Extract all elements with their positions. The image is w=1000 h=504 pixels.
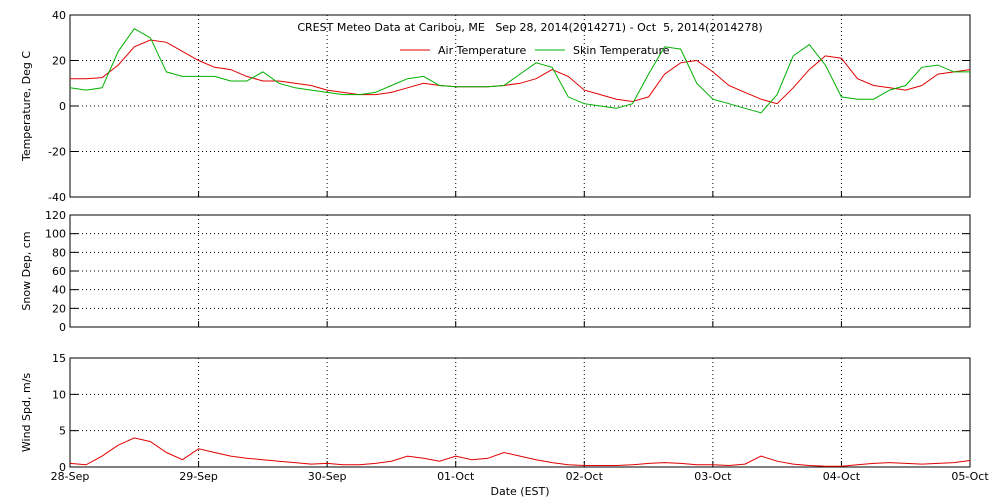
series-line bbox=[69, 437, 971, 467]
x-tick-label: 04-Oct bbox=[823, 470, 861, 483]
y-tick-label: 120 bbox=[45, 209, 66, 222]
y-tick-label: 20 bbox=[52, 302, 66, 315]
y-tick-label: 0 bbox=[59, 461, 66, 474]
x-axis-label: Date (EST) bbox=[490, 485, 549, 498]
plot-frame bbox=[69, 214, 971, 328]
y-axis-label: Snow Dep, cm bbox=[20, 231, 33, 310]
y-tick-label: 20 bbox=[52, 55, 66, 68]
y-tick-label: 60 bbox=[52, 265, 66, 278]
y-tick-label: 100 bbox=[45, 228, 66, 241]
chart-title: CREST Meteo Data at Caribou, ME Sep 28, … bbox=[297, 21, 762, 34]
y-tick-label: 15 bbox=[52, 352, 66, 365]
legend-label: Air Temperature bbox=[438, 44, 527, 57]
y-tick-label: 80 bbox=[52, 246, 66, 259]
y-tick-label: 0 bbox=[59, 321, 66, 334]
series-line bbox=[70, 39, 971, 105]
y-tick-label: 10 bbox=[52, 388, 66, 401]
x-tick-label: 05-Oct bbox=[951, 470, 989, 483]
x-tick-label: 03-Oct bbox=[694, 470, 732, 483]
plot-frame bbox=[69, 14, 971, 198]
x-tick-label: 01-Oct bbox=[437, 470, 475, 483]
x-tick-label: 30-Sep bbox=[308, 470, 347, 483]
x-tick-label: 29-Sep bbox=[179, 470, 218, 483]
y-tick-label: -20 bbox=[48, 146, 66, 159]
legend-label: Skin Temperature bbox=[573, 44, 670, 57]
y-tick-label: 40 bbox=[52, 9, 66, 22]
y-tick-label: 40 bbox=[52, 284, 66, 297]
x-tick-label: 28-Sep bbox=[51, 470, 90, 483]
y-axis-label: Temperature, Deg C bbox=[20, 51, 33, 162]
plot-frame bbox=[69, 357, 971, 468]
y-tick-label: 5 bbox=[59, 425, 66, 438]
series-line bbox=[69, 28, 970, 114]
x-tick-label: 02-Oct bbox=[566, 470, 604, 483]
y-axis-label: Wind Spd, m/s bbox=[20, 373, 33, 453]
y-tick-label: -40 bbox=[48, 191, 66, 204]
y-tick-label: 0 bbox=[59, 100, 66, 113]
